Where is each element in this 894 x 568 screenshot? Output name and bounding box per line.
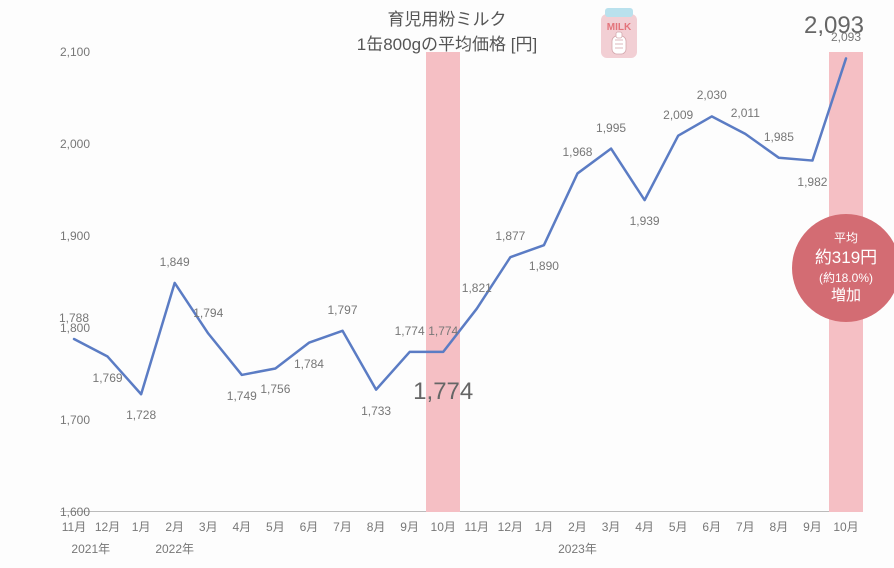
x-tick-label: 3月 [199,512,218,535]
x-tick-label: 7月 [736,512,755,535]
chart-container: 育児用粉ミルク 1缶800gの平均価格 [円] MILK 1,6001,7001… [0,0,894,568]
data-point-label: 2,009 [663,108,693,122]
year-label: 2022年 [155,540,194,557]
badge-line: 増加 [831,286,861,306]
x-tick-label: 9月 [803,512,822,535]
data-point-label: 1,797 [328,303,358,317]
data-point-label: 1,784 [294,357,324,371]
data-point-label: 1,774 [428,324,458,338]
x-tick-label: 1月 [535,512,554,535]
data-point-label: 1,939 [630,214,660,228]
x-tick-label: 9月 [400,512,419,535]
x-tick-label: 4月 [232,512,251,535]
y-tick-label: 1,700 [60,413,66,427]
data-point-label: 2,011 [731,106,760,120]
y-tick-label: 1,900 [60,229,66,243]
increase-badge: 平均約319円(約18.0%)増加 [792,214,894,322]
badge-line: (約18.0%) [819,270,873,286]
data-point-label: 1,985 [764,130,794,144]
data-point-label: 2,030 [697,88,727,102]
x-tick-label: 6月 [702,512,721,535]
data-point-label: 1,788 [59,311,89,325]
x-tick-label: 8月 [367,512,386,535]
data-point-label: 1,968 [562,145,592,159]
data-point-label: 1,749 [227,389,257,403]
year-label: 2021年 [71,540,110,557]
x-tick-label: 1月 [132,512,151,535]
data-point-label: 1,733 [361,404,391,418]
chart-title: 育児用粉ミルク 1缶800gの平均価格 [円] [0,8,894,57]
x-tick-label: 10月 [431,512,456,535]
x-tick-label: 3月 [602,512,621,535]
data-point-label: 1,995 [596,121,626,135]
y-tick-label: 2,100 [60,45,66,59]
x-tick-label: 5月 [669,512,688,535]
data-point-label: 1,769 [93,371,123,385]
line-series-svg [60,52,860,512]
badge-line: 約319円 [815,247,877,270]
plot-area: 1,6001,7001,8001,9002,0002,10011月12月1月2月… [60,52,860,512]
year-label: 2023年 [558,540,597,557]
badge-line: 平均 [834,230,858,246]
x-tick-label: 12月 [95,512,120,535]
y-tick-label: 2,000 [60,137,66,151]
data-point-label: 1,756 [260,382,290,396]
x-tick-label: 11月 [62,512,86,535]
x-tick-label: 2月 [165,512,184,535]
emphasized-value: 2,093 [804,12,864,40]
x-tick-label: 2月 [568,512,587,535]
x-tick-label: 8月 [770,512,789,535]
data-point-label: 1,877 [495,229,525,243]
svg-text:MILK: MILK [607,22,632,33]
data-point-label: 1,821 [462,281,492,295]
x-tick-label: 11月 [465,512,489,535]
data-point-label: 1,794 [193,306,223,320]
x-tick-label: 7月 [333,512,352,535]
x-tick-label: 12月 [498,512,523,535]
data-point-label: 1,890 [529,259,559,273]
data-point-label: 1,849 [160,255,190,269]
x-tick-label: 10月 [833,512,858,535]
x-tick-label: 5月 [266,512,285,535]
data-point-label: 1,982 [797,175,827,189]
data-point-label: 1,728 [126,408,156,422]
emphasized-value: 1,774 [413,378,473,406]
x-tick-label: 4月 [635,512,654,535]
x-tick-label: 6月 [300,512,319,535]
data-point-label: 1,774 [395,324,425,338]
